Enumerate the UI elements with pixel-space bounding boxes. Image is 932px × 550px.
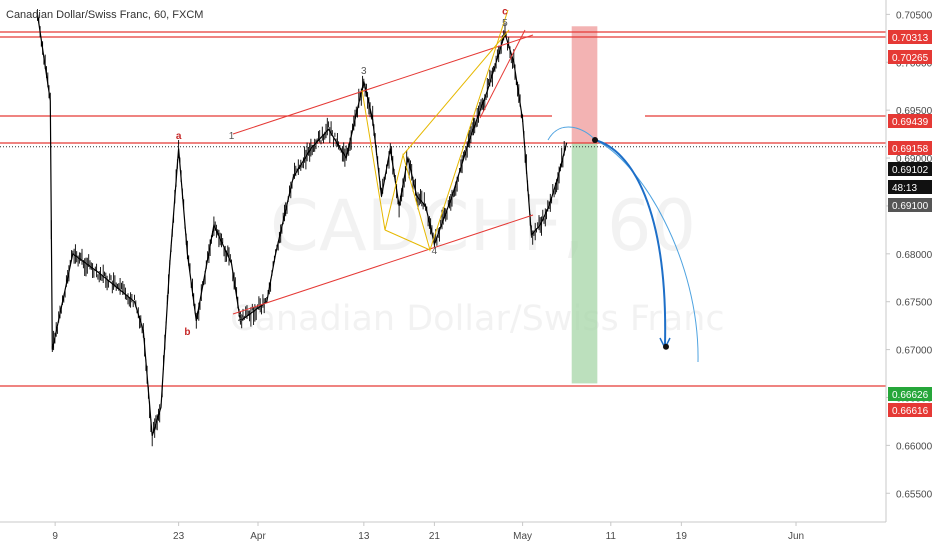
y-tick-label: 0.69500 [896, 106, 932, 117]
target-zone [571, 142, 598, 384]
time-axis[interactable]: 9 23 Apr 13 21 May 11 19 Jun [0, 521, 886, 542]
wave-label: 2 [238, 313, 244, 324]
level-tag: 0.66616 [892, 406, 929, 417]
wave-label: a [176, 131, 182, 142]
wave-label: c [502, 6, 508, 17]
x-tick-label: Jun [788, 531, 804, 542]
channel-upper [232, 34, 534, 135]
x-tick-label: 19 [676, 531, 688, 542]
price-series [36, 9, 568, 447]
y-tick-label: 0.67500 [896, 298, 932, 309]
chart-title: Canadian Dollar/Swiss Franc, 60, FXCM [6, 9, 203, 21]
x-tick-label: 13 [358, 531, 370, 542]
price-tag: 48:13 [892, 183, 917, 194]
y-tick-label: 0.65500 [896, 489, 932, 500]
y-tick-label: 0.70500 [896, 10, 932, 21]
position-zones [571, 26, 598, 384]
projection-end-point [663, 343, 669, 350]
channel-lower [232, 214, 534, 315]
projection-light [547, 126, 699, 363]
price-tag: 0.69102 [892, 165, 929, 176]
zigzag-leg [402, 29, 510, 156]
x-tick-label: 11 [606, 531, 617, 542]
y-tick-label: 0.67000 [896, 346, 932, 357]
level-tag: 0.70313 [892, 33, 929, 44]
level-tag-bg [888, 141, 932, 155]
x-tick-label: 23 [173, 531, 185, 542]
level-tag-bg [888, 403, 932, 417]
stop-zone [571, 26, 598, 143]
level-tag: 0.69439 [892, 117, 929, 128]
projection-path [594, 139, 667, 346]
wave-label: 1 [229, 131, 235, 142]
drawings [232, 9, 699, 363]
price-bars [37, 9, 566, 447]
y-tick-label: 0.68000 [896, 250, 932, 261]
x-tick-label: May [513, 531, 532, 542]
level-tag-bg [888, 30, 932, 44]
y-tick-label: 0.66000 [896, 441, 932, 452]
zigzag-base [384, 229, 431, 251]
wave-label: 4 [432, 246, 438, 257]
price-tag-bg [888, 180, 932, 194]
price-tag-bg [888, 198, 932, 212]
wave-label: b [184, 327, 190, 338]
wedge-line [479, 29, 526, 119]
y-tick-label: 0.69000 [896, 154, 932, 165]
watermark: CADCHF, 60 Canadian Dollar/Swiss Franc [230, 185, 725, 339]
x-tick-label: 21 [429, 531, 441, 542]
watermark-name: Canadian Dollar/Swiss Franc [230, 299, 725, 339]
projection-start-point [592, 137, 598, 143]
price-tag-bg [888, 162, 932, 176]
level-tag-bg [888, 387, 932, 401]
level-tag-bg [888, 114, 932, 128]
x-tick-label: 9 [52, 531, 58, 542]
price-axis[interactable]: 0.705000.700000.695000.690000.685000.680… [885, 0, 932, 522]
x-tick-label: Apr [250, 531, 266, 542]
level-tag-bg [888, 50, 932, 64]
price-tag: 0.69100 [892, 201, 929, 212]
wave-label: 3 [361, 66, 367, 77]
watermark-symbol: CADCHF, 60 [270, 185, 696, 267]
level-tag: 0.70265 [892, 53, 929, 64]
level-tag: 0.66626 [892, 390, 929, 401]
level-tag: 0.69158 [892, 144, 929, 155]
wave-label: 5 [502, 18, 508, 29]
wave-labels: a b c 1 2 3 4 5 [176, 6, 508, 338]
